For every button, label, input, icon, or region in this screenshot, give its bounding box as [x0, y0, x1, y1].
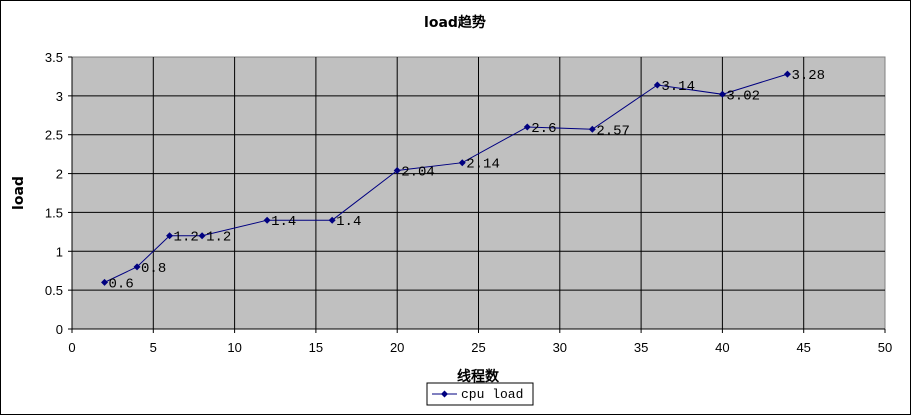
data-label: 1.2	[174, 230, 199, 246]
x-axis-ticks: 0 5 10 15 20 25 30 35 40 45 50	[68, 329, 892, 355]
grid-lines	[71, 57, 885, 330]
data-point	[263, 216, 271, 224]
data-label: 2.57	[596, 123, 630, 139]
data-label: 3.14	[661, 79, 695, 95]
data-point	[166, 232, 174, 240]
data-label: 3.02	[726, 88, 760, 104]
x-tick-label: 0	[68, 340, 75, 355]
data-point	[523, 123, 531, 131]
legend-entry-cpu-load: cpu load	[461, 387, 523, 402]
y-tick-label: 0.5	[45, 283, 63, 298]
y-tick-label: 3	[56, 89, 63, 104]
data-point	[393, 166, 401, 174]
x-tick-label: 10	[227, 340, 241, 355]
data-point	[588, 125, 596, 133]
data-label: 1.4	[271, 214, 296, 230]
data-label: 1.2	[206, 230, 231, 246]
legend: cpu load	[426, 382, 534, 406]
x-tick-label: 5	[150, 340, 157, 355]
x-tick-label: 45	[796, 340, 810, 355]
legend-marker	[441, 390, 448, 398]
data-point	[133, 263, 141, 271]
data-point	[718, 90, 726, 98]
data-label: 2.04	[401, 164, 435, 180]
y-tick-label: 2.5	[45, 128, 63, 143]
y-tick-label: 3.5	[45, 50, 63, 65]
series-group: 0.6 0.8 1.2 1.2 1.4 1.4 2.04 2.14 2.6 2.57 3.14 3.0…	[101, 68, 825, 292]
x-tick-label: 50	[878, 340, 892, 355]
y-axis-label: load	[11, 176, 27, 210]
x-tick-label: 15	[309, 340, 323, 355]
data-label: 0.8	[141, 261, 166, 277]
y-tick-label: 0	[56, 322, 63, 337]
data-point	[653, 81, 661, 89]
data-label: 2.14	[466, 157, 500, 173]
x-axis-label: 线程数	[457, 368, 500, 385]
x-tick-label: 40	[715, 340, 729, 355]
y-tick-label: 1	[56, 244, 63, 259]
y-tick-label: 1.5	[45, 205, 63, 220]
data-label: 2.6	[531, 121, 556, 137]
x-tick-label: 35	[634, 340, 648, 355]
chart-title: load趋势	[424, 14, 486, 31]
x-tick-label: 30	[553, 340, 567, 355]
data-point	[783, 70, 791, 78]
data-point	[328, 216, 336, 224]
x-tick-label: 20	[390, 340, 404, 355]
y-axis-ticks: 0 0.5 1 1.5 2 2.5 3 3.5	[45, 50, 72, 337]
legend-box	[426, 382, 534, 406]
data-label: 3.28	[791, 68, 825, 84]
data-point	[101, 278, 109, 286]
data-label: 1.4	[336, 214, 361, 230]
y-tick-label: 2	[56, 167, 63, 182]
x-tick-label: 25	[471, 340, 485, 355]
data-point	[198, 232, 206, 240]
data-label: 0.6	[109, 276, 134, 292]
data-point	[458, 159, 466, 167]
